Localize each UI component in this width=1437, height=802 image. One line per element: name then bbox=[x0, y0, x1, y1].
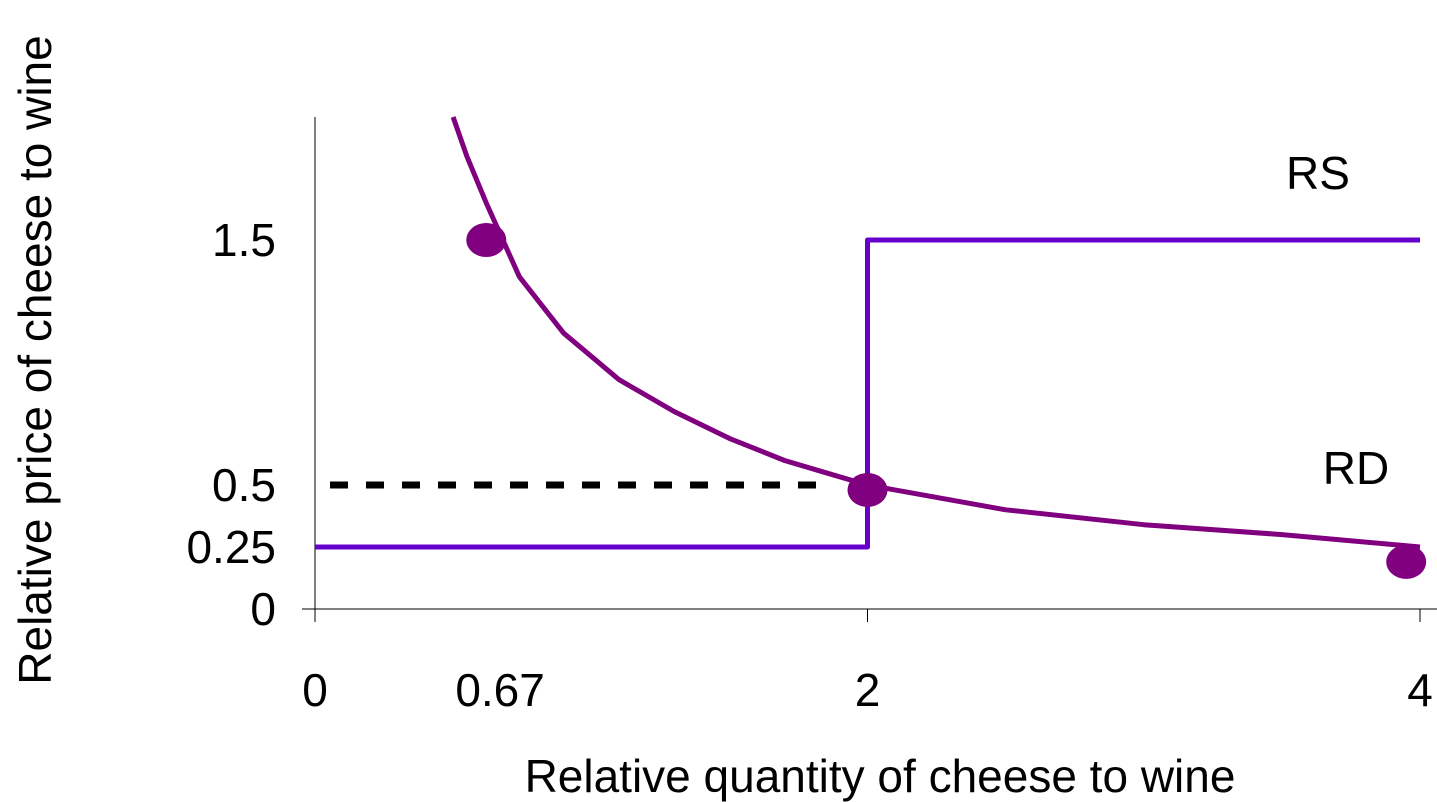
y-axis-label: Relative price of cheese to wine bbox=[9, 35, 61, 684]
point-marker bbox=[847, 472, 888, 507]
markers-group bbox=[466, 223, 1427, 579]
y-tick-label: 1.5 bbox=[212, 214, 276, 266]
series-line-rs bbox=[315, 237, 1420, 550]
x-tick-label: 4 bbox=[1407, 664, 1433, 716]
point-marker bbox=[1386, 544, 1427, 579]
series-label-rd: RD bbox=[1323, 442, 1389, 494]
point-marker bbox=[466, 223, 507, 257]
series-label-rs: RS bbox=[1286, 147, 1350, 199]
x-tick-label: 2 bbox=[855, 664, 881, 716]
y-tick-label: 0.25 bbox=[186, 521, 276, 573]
axes bbox=[302, 117, 1437, 622]
y-tick-label: 0.5 bbox=[212, 459, 276, 511]
x-axis-label: Relative quantity of cheese to wine bbox=[525, 750, 1236, 802]
y-tick-label: 0 bbox=[250, 583, 276, 635]
x-tick-label: 0 bbox=[302, 664, 328, 716]
tick-labels: 0 0.67 2 4 0 0.25 0.5 1.5 bbox=[186, 214, 1432, 716]
x-tick-label: 0.67 bbox=[455, 664, 545, 716]
series-labels: RS RD bbox=[1286, 147, 1389, 494]
